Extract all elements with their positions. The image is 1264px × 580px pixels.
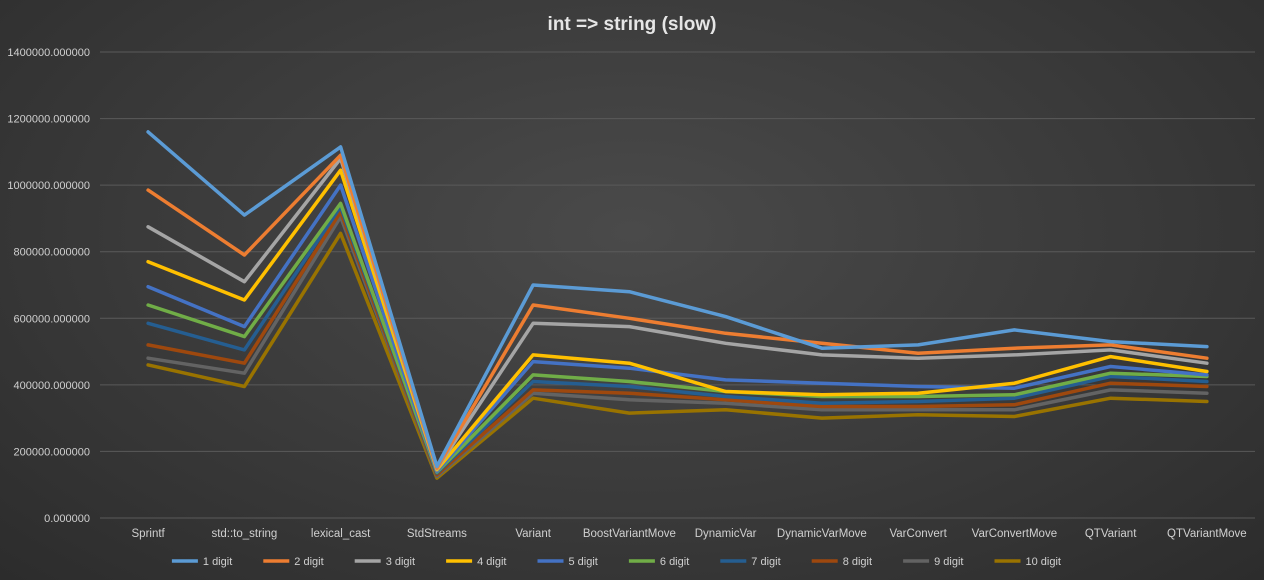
y-tick-label: 1000000.000000 — [7, 180, 90, 192]
y-tick-label: 200000.000000 — [14, 446, 90, 458]
chart-title: int => string (slow) — [548, 14, 717, 35]
series-line — [146, 168, 1209, 472]
x-tick-label: DynamicVar — [695, 528, 757, 540]
y-tick-label: 1200000.000000 — [7, 114, 90, 126]
legend-label: 8 digit — [843, 556, 872, 568]
y-tick-label: 0.000000 — [44, 513, 90, 525]
x-tick-label: DynamicVarMove — [777, 528, 867, 540]
x-tick-label: std::to_string — [211, 528, 277, 540]
legend-label: 2 digit — [294, 556, 323, 568]
series-line — [146, 153, 1209, 470]
x-tick-label: Variant — [515, 528, 551, 540]
series-line — [146, 130, 1209, 469]
series-line — [146, 231, 1209, 480]
y-axis-ticks: 0.000000 200000.000000 400000.000000 600000… — [7, 47, 90, 525]
legend-label: 9 digit — [934, 556, 963, 568]
x-tick-label: QTVariant — [1085, 528, 1137, 540]
x-tick-label: lexical_cast — [311, 528, 371, 540]
x-tick-label: StdStreams — [407, 528, 467, 540]
y-tick-label: 600000.000000 — [14, 313, 90, 325]
series-line — [146, 215, 1209, 479]
series-line — [146, 205, 1209, 475]
legend-label: 6 digit — [660, 556, 689, 568]
series-line — [146, 201, 1209, 474]
x-tick-label: QTVariantMove — [1167, 528, 1247, 540]
legend-label: 10 digit — [1026, 556, 1061, 568]
x-tick-label: VarConvertMove — [972, 528, 1057, 540]
y-tick-label: 800000.000000 — [14, 247, 90, 259]
x-tick-label: VarConvert — [889, 528, 947, 540]
series-line — [146, 210, 1209, 477]
legend-label: 4 digit — [477, 556, 506, 568]
legend-label: 3 digit — [386, 556, 415, 568]
legend-label: 5 digit — [569, 556, 598, 568]
x-axis-ticks: Sprintf std::to_string lexical_cast StdStre… — [132, 528, 1247, 540]
series-line — [146, 156, 1209, 471]
legend-label: 7 digit — [751, 556, 780, 568]
x-tick-label: BoostVariantMove — [583, 528, 676, 540]
y-tick-label: 400000.000000 — [14, 380, 90, 392]
legend-label: 1 digit — [203, 556, 232, 568]
x-tick-label: Sprintf — [132, 528, 166, 540]
y-tick-label: 1400000.000000 — [7, 47, 90, 59]
legend: 1 digit 2 digit 3 digit 4 digit 5 digit 6 dig… — [171, 556, 1061, 568]
series-lines — [146, 130, 1209, 480]
series-line — [146, 183, 1209, 474]
